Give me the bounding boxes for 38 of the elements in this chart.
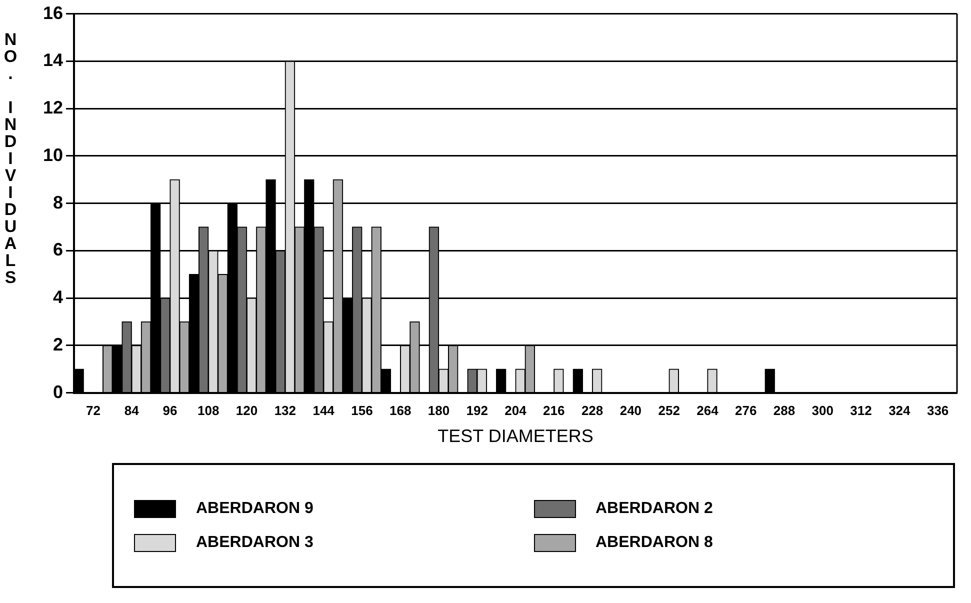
x-tick-label: 108 bbox=[198, 403, 220, 418]
y-tick-label: 8 bbox=[53, 192, 64, 212]
legend-label: ABERDARON 8 bbox=[596, 534, 713, 552]
y-tick-label: 0 bbox=[53, 382, 64, 402]
y-tick-label: 4 bbox=[53, 287, 64, 308]
x-tick-label: 288 bbox=[773, 403, 796, 418]
x-tick-label: 84 bbox=[124, 403, 140, 418]
x-tick-label: 312 bbox=[850, 403, 872, 418]
x-tick-label: 132 bbox=[274, 403, 296, 418]
x-tick-label: 204 bbox=[504, 403, 528, 418]
y-tick-label: 6 bbox=[53, 240, 64, 260]
legend-label: ABERDARON 9 bbox=[196, 500, 314, 518]
x-tick-label: 96 bbox=[162, 403, 178, 418]
legend-label: ABERDARON 2 bbox=[596, 500, 713, 518]
y-tick-label: 10 bbox=[42, 144, 64, 165]
legend-label: ABERDARON 3 bbox=[196, 534, 314, 552]
x-tick-label: 72 bbox=[86, 403, 100, 418]
x-tick-label: 120 bbox=[236, 403, 258, 418]
x-tick-label: 144 bbox=[312, 403, 336, 418]
x-tick-label: 252 bbox=[658, 403, 680, 418]
x-tick-label: 228 bbox=[581, 403, 604, 418]
y-tick-label: 12 bbox=[42, 98, 64, 118]
y-tick-label: 2 bbox=[53, 334, 64, 354]
x-tick-label: 264 bbox=[696, 403, 720, 418]
x-tick-label: 192 bbox=[466, 403, 488, 418]
y-tick-label: 14 bbox=[42, 50, 64, 70]
x-tick-label: 300 bbox=[812, 403, 834, 418]
x-tick-label: 324 bbox=[888, 403, 912, 418]
x-tick-label: 156 bbox=[351, 403, 373, 418]
x-tick-label: 216 bbox=[543, 403, 565, 418]
x-tick-label: 276 bbox=[735, 403, 757, 418]
y-tick-label: 16 bbox=[42, 2, 64, 23]
x-tick-label: 240 bbox=[620, 403, 642, 418]
y-axis-title: NO. INDIVIDUALS bbox=[1, 30, 20, 285]
x-tick-label: 180 bbox=[428, 403, 450, 418]
x-tick-label: 336 bbox=[926, 403, 949, 418]
x-tick-label: 168 bbox=[389, 403, 412, 418]
x-axis-title: TEST DIAMETERS bbox=[438, 426, 594, 446]
